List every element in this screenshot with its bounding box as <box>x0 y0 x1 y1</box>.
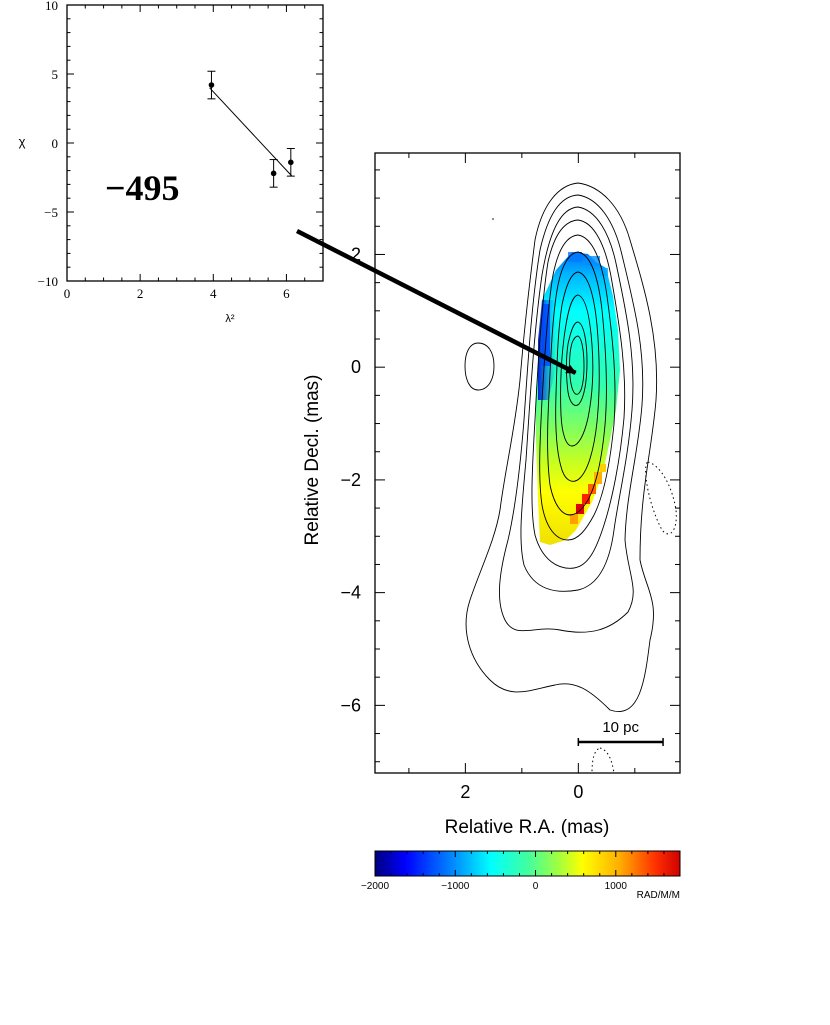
inset-x-tick-label: 0 <box>64 286 71 301</box>
main-y-tick-labels: 2 0 −2 −4 −6 <box>340 244 361 715</box>
intensity-contours <box>464 182 677 773</box>
inset-y-tick-label: 0 <box>52 136 59 151</box>
colorbar-gradient <box>374 850 681 877</box>
rm-annotation: −495 <box>105 168 180 208</box>
main-x-axis-label: Relative R.A. (mas) <box>445 817 610 838</box>
colorbar-tick-label: −1000 <box>441 881 470 892</box>
contour-2 <box>498 194 644 633</box>
contour-8 <box>560 294 594 447</box>
colorbar-ticks <box>374 851 681 876</box>
contour-10 <box>569 335 585 395</box>
main-x-tick-label: 2 <box>460 782 470 802</box>
inset-y-axis-label: χ <box>19 134 26 149</box>
contour-1 <box>465 182 658 712</box>
contour-7 <box>555 271 600 482</box>
contour-3 <box>520 206 634 592</box>
inset-x-tick-label: 6 <box>283 286 290 301</box>
contour-4 <box>531 219 626 569</box>
main-y-tick-label: 2 <box>351 244 361 264</box>
inset-x-tick-label: 2 <box>137 286 144 301</box>
inset-fit-line <box>209 87 293 177</box>
data-point-marker <box>288 159 294 166</box>
main-y-tick-label: −2 <box>340 470 361 490</box>
inset-data-point <box>207 70 216 100</box>
colorbar-tick-label: 0 <box>533 881 539 892</box>
contour-negative-2 <box>591 747 615 773</box>
main-x-tick-label: 0 <box>573 782 583 802</box>
inset-ticks <box>66 4 324 282</box>
inset-x-axis-label: λ² <box>225 313 235 325</box>
contour-5 <box>539 234 616 541</box>
inset-x-tick-label: 4 <box>210 286 217 301</box>
main-y-axis-label: Relative Decl. (mas) <box>302 374 323 545</box>
inset-frame <box>66 4 324 282</box>
main-y-tick-label: −6 <box>340 695 361 715</box>
data-point-marker <box>270 170 277 177</box>
inset-y-tick-label: 5 <box>52 67 59 82</box>
main-ticks <box>375 153 680 773</box>
main-y-tick-label: −4 <box>340 583 361 603</box>
contour-speck <box>492 218 494 220</box>
colorbar-unit-label: RAD/M/M <box>637 890 680 901</box>
inset-y-tick-label: −10 <box>38 274 58 289</box>
contour-island <box>464 342 495 391</box>
inset-data-point <box>286 148 295 177</box>
contour-negative-1 <box>645 461 677 535</box>
inset-data-point <box>269 159 278 188</box>
inset-plot: 0 2 4 6 −10 −5 0 5 10 λ² χ −495 <box>19 0 324 325</box>
pointer-arrow <box>295 228 577 375</box>
colorbar-tick-labels: −2000 −1000 0 1000 <box>361 881 627 892</box>
colorbar-tick-label: 1000 <box>605 881 628 892</box>
scale-bar: 10 pc <box>577 719 664 746</box>
contour-9 <box>566 321 588 406</box>
inset-y-tick-labels: −10 −5 0 5 10 <box>38 0 58 289</box>
scale-bar-label: 10 pc <box>602 719 639 736</box>
main-y-tick-label: 0 <box>351 357 361 377</box>
inset-points <box>207 70 295 188</box>
colorbar-tick-label: −2000 <box>361 881 390 892</box>
data-point-marker <box>208 82 215 88</box>
inset-y-tick-label: 10 <box>45 0 58 13</box>
colorbar: −2000 −1000 0 1000 RAD/M/M <box>361 850 681 901</box>
contour-6 <box>547 251 607 516</box>
inset-x-tick-labels: 0 2 4 6 <box>64 286 290 301</box>
inset-y-tick-label: −5 <box>44 205 58 220</box>
main-frame <box>374 152 681 774</box>
rm-image <box>536 252 620 545</box>
